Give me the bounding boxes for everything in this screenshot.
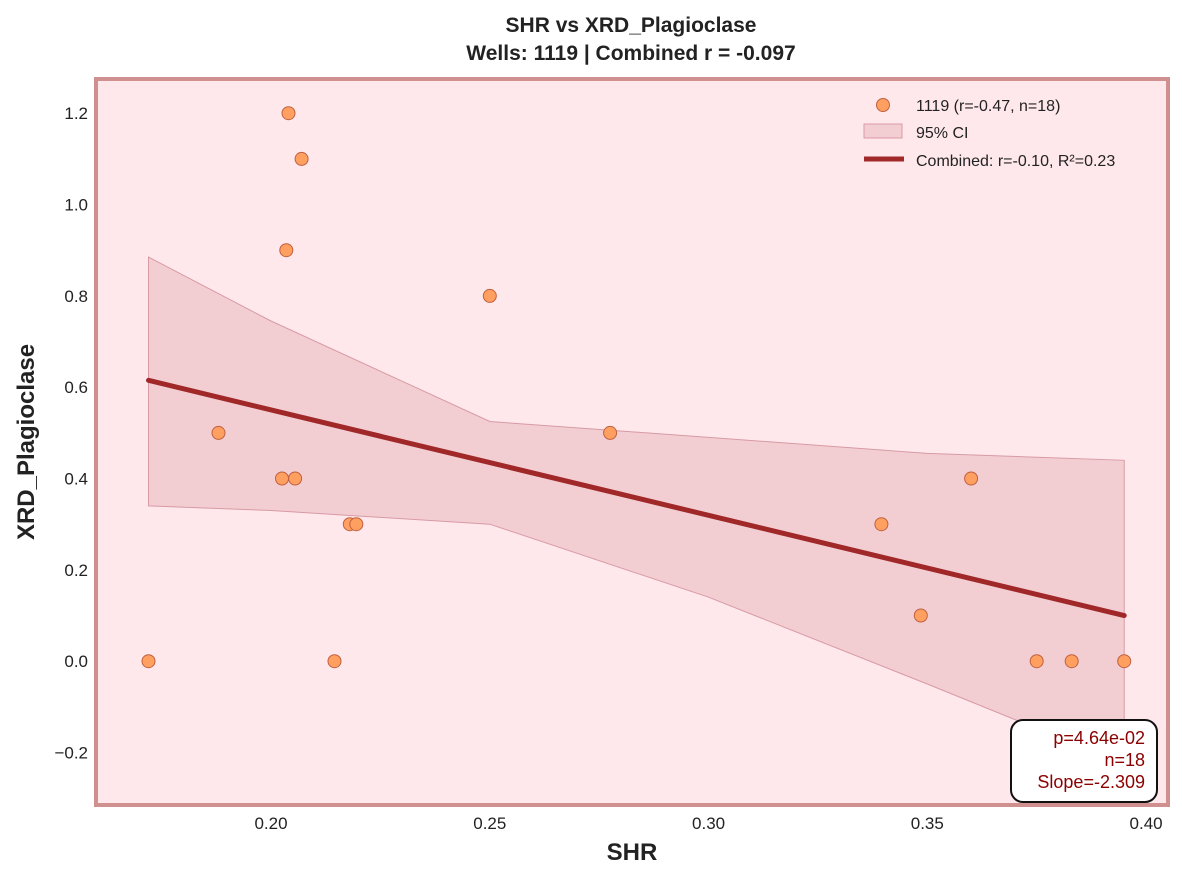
legend-marker-ci (863, 123, 903, 139)
y-tick-label: −0.2 (54, 744, 88, 763)
data-point (279, 243, 294, 258)
data-point (874, 517, 889, 532)
x-tick-label: 0.40 (1130, 814, 1163, 833)
data-point (275, 471, 289, 486)
data-points-group (141, 106, 1132, 669)
legend-marker-series (876, 98, 890, 112)
x-axis-label: SHR (607, 839, 658, 866)
y-axis-label: XRD_Plagioclase (13, 344, 40, 540)
fit-line (146, 377, 1127, 619)
data-point (349, 517, 364, 532)
y-tick-label: 0.4 (64, 470, 88, 489)
legend-label-ci: 95% CI (916, 125, 968, 142)
y-tick-label: 0.2 (64, 561, 88, 580)
data-point (281, 106, 296, 121)
y-tick-label: 1.0 (64, 196, 88, 215)
data-point (327, 654, 342, 669)
data-point (964, 471, 979, 486)
x-tick-label: 0.20 (254, 814, 287, 833)
chart-title: SHR vs XRD_Plagioclase (506, 14, 757, 37)
x-tick-label: 0.25 (473, 814, 506, 833)
data-point (1029, 654, 1044, 669)
chart-subtitle: Wells: 1119 | Combined r = -0.097 (466, 42, 795, 65)
stats-box: p=4.64e-02 n=18 Slope=-2.309 (1010, 719, 1158, 803)
stats-box-frame (1010, 719, 1158, 803)
data-point (603, 425, 618, 440)
y-tick-label: 0.6 (64, 378, 88, 397)
fit-line-group (146, 377, 1127, 619)
data-point (141, 654, 156, 669)
x-tick-label: 0.30 (692, 814, 725, 833)
x-axis-ticks: 0.20 0.25 0.30 0.35 0.40 (254, 814, 1162, 833)
stats-n: n=18 (1104, 750, 1145, 770)
data-point (913, 608, 928, 623)
legend: 1119 (r=-0.47, n=18) 95% CI Combined: r=… (863, 98, 1115, 170)
legend-label-fit: Combined: r=-0.10, R²=0.23 (916, 153, 1115, 170)
data-point (288, 471, 303, 486)
data-point (294, 151, 309, 166)
stats-p-value: p=4.64e-02 (1053, 728, 1145, 748)
stats-slope: Slope=-2.309 (1037, 772, 1145, 792)
y-tick-label: 0.0 (64, 652, 88, 671)
y-axis-ticks: −0.2 0.0 0.2 0.4 0.6 0.8 1.0 1.2 (54, 104, 88, 762)
data-point (1117, 654, 1132, 669)
x-tick-label: 0.35 (911, 814, 944, 833)
plot-frame (94, 77, 1170, 807)
y-tick-label: 0.8 (64, 287, 88, 306)
legend-label-series: 1119 (r=-0.47, n=18) (916, 98, 1060, 115)
y-tick-label: 1.2 (64, 104, 88, 123)
data-point (482, 288, 497, 303)
data-point (211, 425, 226, 440)
data-point (1064, 654, 1079, 669)
